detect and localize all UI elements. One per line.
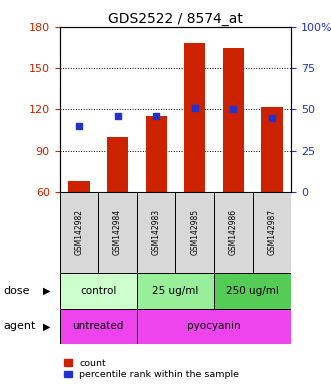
- Point: [76, 123, 81, 129]
- Bar: [214, 273, 291, 309]
- Bar: [253, 192, 291, 273]
- Bar: [146, 116, 167, 192]
- Text: GSM142983: GSM142983: [152, 209, 161, 255]
- Bar: [107, 137, 128, 192]
- Text: control: control: [80, 286, 117, 296]
- Bar: [60, 273, 137, 309]
- Bar: [60, 192, 98, 273]
- Bar: [175, 192, 214, 273]
- Bar: [261, 107, 283, 192]
- Point: [192, 105, 197, 111]
- Point: [115, 113, 120, 119]
- Point: [231, 106, 236, 113]
- Text: untreated: untreated: [72, 321, 124, 331]
- Bar: [98, 192, 137, 273]
- Text: agent: agent: [3, 321, 36, 331]
- Text: GSM142982: GSM142982: [74, 209, 83, 255]
- Bar: [184, 43, 205, 192]
- Text: GSM142984: GSM142984: [113, 209, 122, 255]
- Legend: count, percentile rank within the sample: count, percentile rank within the sample: [64, 359, 239, 379]
- Text: dose: dose: [3, 286, 30, 296]
- Bar: [137, 192, 175, 273]
- Point: [154, 113, 159, 119]
- Bar: [214, 192, 253, 273]
- Bar: [137, 309, 291, 344]
- Bar: [223, 48, 244, 192]
- Point: [269, 115, 275, 121]
- Text: ▶: ▶: [43, 286, 51, 296]
- Text: GSM142987: GSM142987: [267, 209, 276, 255]
- Text: 25 ug/ml: 25 ug/ml: [152, 286, 199, 296]
- Text: GSM142985: GSM142985: [190, 209, 199, 255]
- Text: 250 ug/ml: 250 ug/ml: [226, 286, 279, 296]
- Text: ▶: ▶: [43, 321, 51, 331]
- Bar: [137, 273, 214, 309]
- Text: GSM142986: GSM142986: [229, 209, 238, 255]
- Bar: [60, 309, 137, 344]
- Bar: [68, 181, 89, 192]
- Text: pyocyanin: pyocyanin: [187, 321, 241, 331]
- Title: GDS2522 / 8574_at: GDS2522 / 8574_at: [108, 12, 243, 26]
